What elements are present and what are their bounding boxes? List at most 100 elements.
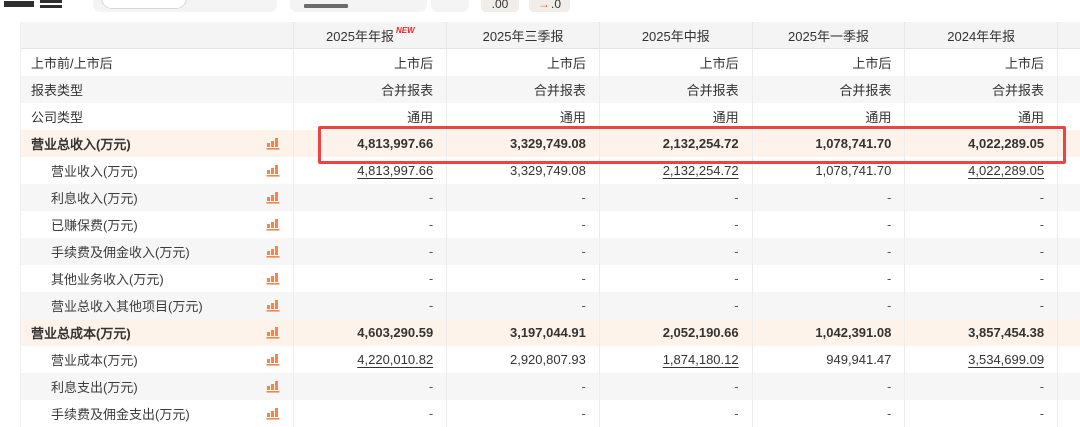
toolbar: .00 → .0 xyxy=(0,0,1080,16)
value-cell: 2,052,190.66 xyxy=(598,319,752,346)
table-row: 营业成本(万元) 4,220,010.82 2,920,807.93 1,874,18… xyxy=(21,346,1080,373)
value-text: - xyxy=(428,379,434,394)
row-label: 报表类型 xyxy=(31,83,84,98)
report-period-pill-button[interactable] xyxy=(101,0,187,9)
value-text: - xyxy=(886,379,892,394)
header-cell-empty xyxy=(21,22,293,48)
bar-chart-icon[interactable] xyxy=(266,218,282,231)
bar-chart-icon[interactable] xyxy=(266,245,282,258)
value-cell: - xyxy=(904,211,1057,238)
value-text: - xyxy=(428,244,434,259)
value-cell: 3,329,749.08 xyxy=(446,157,599,184)
value-text: 2,920,807.93 xyxy=(509,352,586,367)
value-cell: - xyxy=(751,265,905,292)
value-link[interactable]: 4,022,289.05 xyxy=(968,163,1045,178)
value-text: - xyxy=(581,298,586,313)
value-link[interactable]: 3,534,699.09 xyxy=(968,352,1045,367)
value-cell: - xyxy=(446,292,599,319)
bar-chart-icon[interactable] xyxy=(266,326,282,339)
value-cell[interactable]: 2,132,254.72 xyxy=(598,157,752,184)
value-text: - xyxy=(886,406,892,421)
bar-chart-icon[interactable] xyxy=(266,380,282,393)
value-cell: 通用 xyxy=(598,103,752,130)
decimal-places-button[interactable]: .00 xyxy=(481,0,519,12)
bar-chart-icon[interactable] xyxy=(266,299,282,312)
row-label: 利息收入(万元) xyxy=(51,191,138,206)
value-cell: - xyxy=(293,184,446,211)
table-row: 利息支出(万元) - - - - - xyxy=(21,373,1080,400)
value-cell: 1,078,741.70 xyxy=(751,130,905,157)
value-text: 上市后 xyxy=(546,56,586,71)
value-cell: 上市后 xyxy=(446,49,599,76)
value-cell[interactable]: 4,022,289.05 xyxy=(904,157,1057,184)
value-text: 上市后 xyxy=(699,56,739,71)
value-text: 1,078,741.70 xyxy=(815,163,892,178)
value-link[interactable]: 4,220,010.82 xyxy=(357,352,434,367)
value-cell: - xyxy=(598,265,752,292)
value-text: 2,132,254.72 xyxy=(662,136,739,151)
value-text: - xyxy=(886,271,892,286)
decimal-shift-button[interactable]: → .0 xyxy=(529,0,570,12)
row-label-cell: 其他业务收入(万元) xyxy=(21,265,293,292)
header-cell: 2025年一季报 xyxy=(751,22,905,48)
value-cell: 合并报表 xyxy=(904,76,1057,103)
value-text: 3,329,749.08 xyxy=(509,163,586,178)
value-cell-ghost xyxy=(1057,184,1080,211)
value-cell[interactable]: 4,813,997.66 xyxy=(293,157,446,184)
value-cell: - xyxy=(598,373,752,400)
table-row: 报表类型 合并报表 合并报表 合并报表 合并报表 合并报表 xyxy=(21,76,1080,103)
value-cell: 4,022,289.05 xyxy=(904,130,1057,157)
value-cell: 949,941.47 xyxy=(751,346,905,373)
header-cell: 2025年三季报 xyxy=(446,22,599,48)
value-text: 3,857,454.38 xyxy=(968,325,1045,340)
value-cell: - xyxy=(598,211,752,238)
value-link[interactable]: 1,874,180.12 xyxy=(662,352,739,367)
row-label-cell: 利息收入(万元) xyxy=(21,184,293,211)
row-label-cell: 营业总收入其他项目(万元) xyxy=(21,292,293,319)
value-cell[interactable]: 3,534,699.09 xyxy=(904,346,1057,373)
value-cell-ghost xyxy=(1057,130,1080,157)
value-text: - xyxy=(428,406,434,421)
value-cell: - xyxy=(293,400,446,427)
value-text: - xyxy=(581,406,586,421)
list-icon xyxy=(40,0,62,3)
value-cell: 2,132,254.72 xyxy=(598,130,752,157)
value-text: - xyxy=(581,190,586,205)
value-cell[interactable]: 1,874,180.12 xyxy=(598,346,752,373)
table-row: 营业总成本(万元) 4,603,290.59 3,197,044.91 2,052,1… xyxy=(21,319,1080,346)
row-label: 营业收入(万元) xyxy=(51,164,138,179)
value-cell-ghost xyxy=(1057,373,1080,400)
value-cell-ghost xyxy=(1057,265,1080,292)
toolbar-control[interactable] xyxy=(431,0,469,12)
value-cell[interactable]: 4,220,010.82 xyxy=(293,346,446,373)
bar-chart-icon[interactable] xyxy=(266,191,282,204)
bar-chart-icon[interactable] xyxy=(266,164,282,177)
value-text: - xyxy=(428,271,434,286)
report-period-button-group xyxy=(93,0,277,12)
value-text: - xyxy=(428,217,434,232)
table-row: 营业收入(万元) 4,813,997.66 3,329,749.08 2,132,25… xyxy=(21,157,1080,184)
bar-chart-icon[interactable] xyxy=(266,272,282,285)
value-text: 通用 xyxy=(407,110,434,125)
bar-chart-icon[interactable] xyxy=(266,353,282,366)
bar-chart-icon[interactable] xyxy=(266,407,282,420)
value-text: 上市后 xyxy=(852,56,892,71)
value-text: 4,603,290.59 xyxy=(357,325,434,340)
value-text: - xyxy=(734,406,739,421)
value-link[interactable]: 4,813,997.66 xyxy=(357,163,434,178)
value-cell: - xyxy=(904,265,1057,292)
table-row: 利息收入(万元) - - - - - xyxy=(21,184,1080,211)
row-label: 手续费及佣金收入(万元) xyxy=(51,245,190,260)
toolbar-dropdown[interactable] xyxy=(290,0,427,12)
value-text: - xyxy=(428,298,434,313)
value-text: - xyxy=(734,244,739,259)
value-link[interactable]: 2,132,254.72 xyxy=(662,163,739,178)
new-badge: NEW xyxy=(395,25,415,35)
header-cell: 2025年年报 NEW xyxy=(293,22,446,48)
value-cell: 2,920,807.93 xyxy=(446,346,599,373)
row-label: 营业总成本(万元) xyxy=(31,326,131,341)
value-text: - xyxy=(734,298,739,313)
cropped-dropdown-text xyxy=(304,4,348,8)
value-cell: - xyxy=(598,238,752,265)
bar-chart-icon[interactable] xyxy=(266,137,282,150)
